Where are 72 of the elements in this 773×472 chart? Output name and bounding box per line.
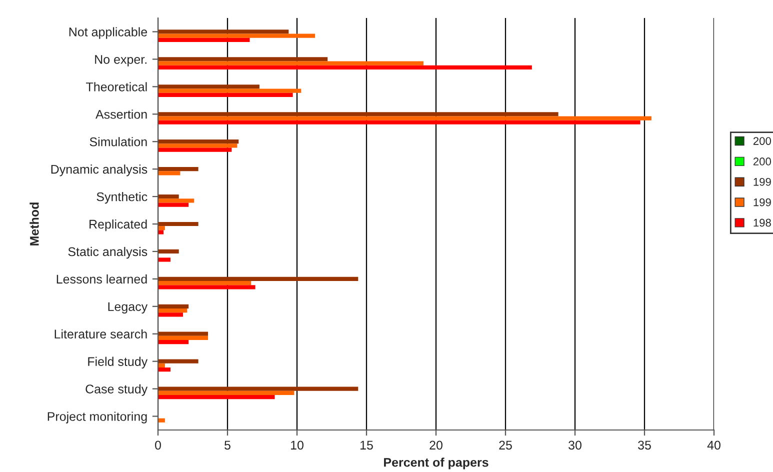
legend-label: 198 — [754, 218, 771, 227]
y-tick-label: Field study — [88, 356, 148, 368]
bar — [158, 92, 293, 97]
bar — [158, 148, 232, 152]
bar — [158, 363, 165, 368]
bar — [158, 116, 652, 120]
x-tick-label: 15 — [360, 440, 373, 450]
bar — [158, 332, 208, 336]
bar — [158, 144, 238, 148]
y-tick-label: Theoretical — [86, 82, 147, 92]
bar — [158, 230, 164, 234]
y-tick-label: Assertion — [96, 110, 147, 119]
bar — [158, 202, 189, 207]
y-tick-label: Literature search — [54, 329, 147, 339]
y-tick-label: Case study — [86, 384, 148, 396]
y-tick-label: Static analysis — [68, 246, 148, 259]
y-tick-label: Simulation — [90, 137, 147, 146]
bar — [158, 38, 250, 42]
bar — [158, 390, 294, 395]
bar — [158, 226, 165, 230]
bar — [158, 171, 180, 176]
bar — [158, 194, 179, 199]
y-tick-label: Replicated — [90, 219, 147, 232]
x-axis-title: Percent of papers — [384, 458, 488, 470]
y-tick-label: No exper. — [95, 55, 146, 66]
bar — [158, 280, 252, 286]
y-tick-label: Not applicable — [69, 27, 148, 39]
bar — [158, 198, 194, 203]
x-tick-label: 5 — [224, 440, 230, 450]
y-tick-label: Lessons learned — [56, 274, 147, 284]
bar — [158, 258, 171, 262]
bar — [158, 336, 208, 340]
bar — [158, 312, 184, 317]
x-tick-label: 20 — [430, 440, 442, 450]
bar — [158, 88, 302, 93]
bar — [158, 34, 316, 38]
bar — [158, 140, 239, 144]
legend-label: 200 — [753, 137, 772, 145]
bar — [158, 30, 289, 34]
bar — [158, 418, 165, 422]
bar — [158, 276, 358, 281]
x-tick-label: 30 — [568, 440, 582, 450]
y-tick-label: Project monitoring — [48, 412, 147, 424]
legend-label: 200 — [753, 158, 772, 166]
x-tick-label: 10 — [291, 440, 304, 450]
y-tick-label: Synthetic — [96, 192, 148, 204]
bar — [158, 222, 198, 226]
bar — [158, 359, 198, 364]
bar — [158, 112, 558, 116]
bar — [158, 340, 189, 344]
bar — [158, 65, 532, 70]
bar — [158, 84, 260, 89]
y-tick-label: Dynamic analysis — [51, 164, 148, 176]
bar — [158, 61, 424, 66]
bar — [158, 285, 256, 290]
legend-label: 199 — [754, 198, 771, 206]
bar — [158, 57, 328, 62]
bar — [158, 304, 189, 308]
x-tick-label: 35 — [638, 440, 651, 450]
x-tick-label: 40 — [707, 440, 720, 450]
y-tick-label: Legacy — [108, 302, 148, 314]
bar — [158, 167, 198, 172]
x-tick-label: 0 — [155, 440, 161, 450]
bar — [158, 394, 275, 400]
bar — [158, 120, 640, 124]
bar — [158, 386, 358, 391]
x-tick-label: 25 — [499, 440, 512, 450]
bar — [158, 308, 188, 313]
legend-label: 199 — [754, 178, 771, 186]
bar — [158, 368, 171, 372]
y-axis-title: Method — [30, 202, 39, 246]
bar — [158, 249, 179, 254]
